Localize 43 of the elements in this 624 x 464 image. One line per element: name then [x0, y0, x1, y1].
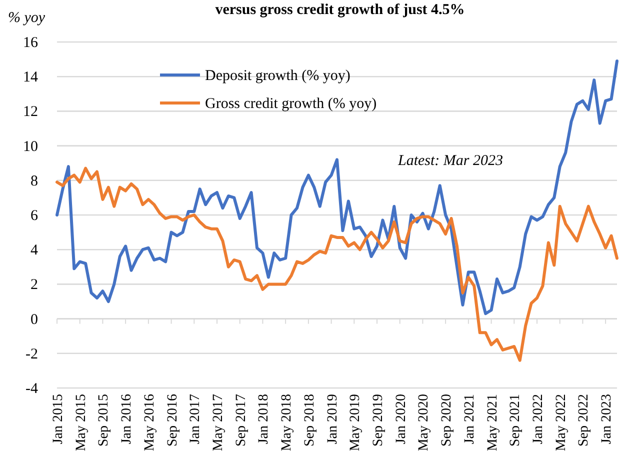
- x-tick-label: Sep 2018: [302, 394, 318, 446]
- x-tick-label: Jan 2021: [462, 394, 478, 444]
- x-tick-label: Sep 2022: [576, 394, 592, 446]
- x-tick-label: Jan 2015: [51, 394, 66, 444]
- x-tick-label: Jan 2022: [531, 394, 546, 444]
- y-tick-label: 8: [30, 173, 38, 190]
- y-tick-label: 10: [23, 138, 38, 155]
- x-tick-label: Sep 2017: [234, 394, 249, 446]
- x-tick-label: May 2017: [211, 394, 226, 452]
- x-tick-label: May 2020: [416, 394, 432, 452]
- x-tick-label: May 2022: [554, 394, 569, 452]
- y-tick-label: -2: [26, 346, 38, 362]
- x-tick-label: Sep 2021: [508, 394, 524, 446]
- line-series: [56, 60, 618, 316]
- y-axis-title: % yoy: [8, 10, 46, 26]
- y-tick-label: -4: [26, 381, 38, 397]
- annotation: Latest: Mar 2023: [397, 153, 503, 169]
- x-tick-label: Jan 2018: [256, 394, 272, 444]
- x-tick-label: May 2018: [280, 394, 295, 452]
- chart-title: versus gross credit growth of just 4.5%: [215, 2, 465, 18]
- line-series: [56, 166, 618, 362]
- y-tick-label: 6: [30, 208, 38, 224]
- x-tick-label: Sep 2020: [440, 394, 455, 446]
- x-tick-label: May 2019: [348, 394, 364, 452]
- x-tick-label: Sep 2016: [165, 394, 180, 446]
- x-tick-label: May 2015: [74, 394, 89, 452]
- x-tick-label: Jan 2019: [325, 394, 340, 444]
- y-tick-label: 0: [30, 312, 38, 328]
- x-tick-label: Jan 2016: [120, 394, 135, 444]
- y-tick-label: 14: [23, 70, 38, 86]
- y-tick-label: 12: [23, 104, 38, 120]
- y-tick-label: 4: [30, 242, 38, 259]
- y-tick-label: 2: [30, 277, 38, 294]
- legend-label: Gross credit growth (% yoy): [205, 96, 377, 112]
- x-tick-label: Jan 2020: [394, 394, 409, 444]
- x-tick-label: Jan 2017: [188, 394, 204, 444]
- y-tick-label: 16: [23, 35, 38, 51]
- x-tick-label: May 2021: [485, 394, 500, 452]
- legend-label: Deposit growth (% yoy): [205, 68, 350, 84]
- x-tick-label: Sep 2019: [371, 394, 386, 446]
- x-tick-label: Jan 2023: [600, 394, 615, 444]
- x-tick-label: Sep 2015: [96, 394, 112, 446]
- x-tick-label: May 2016: [142, 394, 158, 452]
